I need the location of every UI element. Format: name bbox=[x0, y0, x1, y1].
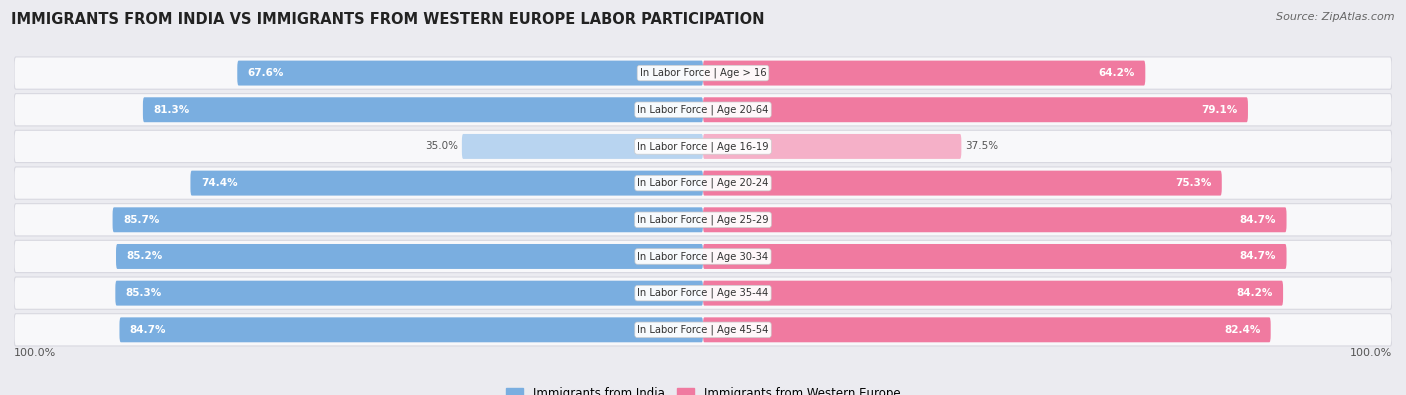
FancyBboxPatch shape bbox=[14, 57, 1392, 89]
Text: In Labor Force | Age 35-44: In Labor Force | Age 35-44 bbox=[637, 288, 769, 298]
FancyBboxPatch shape bbox=[703, 244, 1286, 269]
Text: 64.2%: 64.2% bbox=[1098, 68, 1135, 78]
FancyBboxPatch shape bbox=[112, 207, 703, 232]
FancyBboxPatch shape bbox=[703, 134, 962, 159]
Text: In Labor Force | Age > 16: In Labor Force | Age > 16 bbox=[640, 68, 766, 78]
Legend: Immigrants from India, Immigrants from Western Europe: Immigrants from India, Immigrants from W… bbox=[501, 383, 905, 395]
Text: 37.5%: 37.5% bbox=[965, 141, 998, 151]
FancyBboxPatch shape bbox=[238, 60, 703, 86]
Text: Source: ZipAtlas.com: Source: ZipAtlas.com bbox=[1277, 12, 1395, 22]
Text: 85.7%: 85.7% bbox=[122, 215, 159, 225]
Text: In Labor Force | Age 25-29: In Labor Force | Age 25-29 bbox=[637, 214, 769, 225]
Text: IMMIGRANTS FROM INDIA VS IMMIGRANTS FROM WESTERN EUROPE LABOR PARTICIPATION: IMMIGRANTS FROM INDIA VS IMMIGRANTS FROM… bbox=[11, 12, 765, 27]
FancyBboxPatch shape bbox=[14, 240, 1392, 273]
FancyBboxPatch shape bbox=[14, 130, 1392, 163]
Text: 100.0%: 100.0% bbox=[1350, 348, 1392, 357]
FancyBboxPatch shape bbox=[143, 97, 703, 122]
Text: In Labor Force | Age 20-24: In Labor Force | Age 20-24 bbox=[637, 178, 769, 188]
FancyBboxPatch shape bbox=[703, 281, 1284, 306]
FancyBboxPatch shape bbox=[117, 244, 703, 269]
FancyBboxPatch shape bbox=[703, 207, 1286, 232]
FancyBboxPatch shape bbox=[14, 204, 1392, 236]
Text: 82.4%: 82.4% bbox=[1225, 325, 1260, 335]
FancyBboxPatch shape bbox=[115, 281, 703, 306]
Text: 79.1%: 79.1% bbox=[1201, 105, 1237, 115]
FancyBboxPatch shape bbox=[703, 60, 1146, 86]
FancyBboxPatch shape bbox=[703, 317, 1271, 342]
Text: 75.3%: 75.3% bbox=[1175, 178, 1212, 188]
Text: In Labor Force | Age 45-54: In Labor Force | Age 45-54 bbox=[637, 325, 769, 335]
Text: 81.3%: 81.3% bbox=[153, 105, 190, 115]
FancyBboxPatch shape bbox=[14, 277, 1392, 309]
FancyBboxPatch shape bbox=[703, 171, 1222, 196]
Text: 35.0%: 35.0% bbox=[426, 141, 458, 151]
FancyBboxPatch shape bbox=[120, 317, 703, 342]
Text: 67.6%: 67.6% bbox=[247, 68, 284, 78]
Text: 74.4%: 74.4% bbox=[201, 178, 238, 188]
FancyBboxPatch shape bbox=[463, 134, 703, 159]
FancyBboxPatch shape bbox=[14, 94, 1392, 126]
Text: In Labor Force | Age 16-19: In Labor Force | Age 16-19 bbox=[637, 141, 769, 152]
Text: 84.7%: 84.7% bbox=[129, 325, 166, 335]
Text: 100.0%: 100.0% bbox=[14, 348, 56, 357]
Text: 85.3%: 85.3% bbox=[125, 288, 162, 298]
Text: In Labor Force | Age 30-34: In Labor Force | Age 30-34 bbox=[637, 251, 769, 262]
Text: 84.7%: 84.7% bbox=[1240, 215, 1277, 225]
FancyBboxPatch shape bbox=[14, 167, 1392, 199]
Text: 84.7%: 84.7% bbox=[1240, 252, 1277, 261]
Text: 84.2%: 84.2% bbox=[1236, 288, 1272, 298]
FancyBboxPatch shape bbox=[190, 171, 703, 196]
FancyBboxPatch shape bbox=[14, 314, 1392, 346]
FancyBboxPatch shape bbox=[703, 97, 1249, 122]
Text: 85.2%: 85.2% bbox=[127, 252, 163, 261]
Text: In Labor Force | Age 20-64: In Labor Force | Age 20-64 bbox=[637, 105, 769, 115]
